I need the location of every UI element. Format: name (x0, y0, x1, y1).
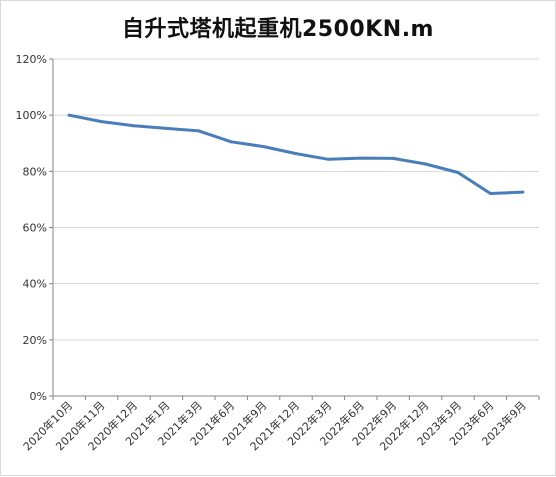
data-point (132, 124, 136, 128)
data-point (391, 156, 395, 160)
y-tick-label: 80% (23, 165, 47, 178)
y-tick-label: 20% (23, 334, 47, 347)
data-point (488, 192, 492, 196)
data-point (456, 170, 460, 174)
x-tick-labels: 2020年10月2020年11月2020年12月2021年1月2021年3月20… (20, 398, 529, 453)
data-point (100, 120, 104, 124)
y-tick-label: 0% (30, 390, 47, 403)
y-tick-label: 40% (23, 278, 47, 291)
data-point (164, 126, 168, 130)
data-point (197, 129, 201, 133)
series-lines (67, 113, 525, 196)
data-point (521, 190, 525, 194)
y-tick-label: 100% (16, 109, 47, 122)
chart-title: 自升式塔机起重机2500KN.m (122, 17, 434, 42)
data-point (294, 152, 298, 156)
data-point (326, 157, 330, 161)
data-point (67, 113, 71, 117)
y-tick-label: 60% (23, 222, 47, 235)
y-tick-labels: 0% 20% 40% 60% 80% 100% 120% (16, 53, 47, 403)
data-point (262, 145, 266, 149)
axes (49, 58, 540, 400)
gridlines (53, 58, 539, 341)
y-tick-label: 120% (16, 53, 47, 66)
data-point (424, 162, 428, 166)
data-point (229, 140, 233, 144)
data-point (359, 156, 363, 160)
